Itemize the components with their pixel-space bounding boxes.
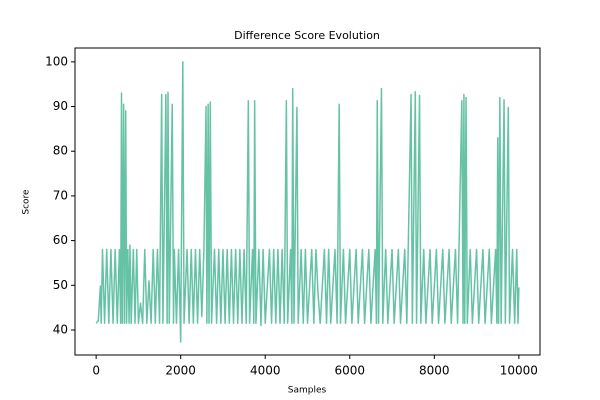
chart-title: Difference Score Evolution [234,29,380,42]
y-tick-label: 80 [53,144,68,158]
x-tick-label: 8000 [419,364,450,378]
plot-frame [74,47,541,356]
x-tick-label: 2000 [165,364,196,378]
y-axis-label: Score [22,189,32,215]
y-tick-label: 70 [53,188,68,202]
x-axis-label: Samples [288,386,327,396]
y-tick-label: 40 [53,322,68,336]
x-tick-label: 10000 [500,364,538,378]
y-tick-label: 100 [45,54,68,68]
data-line [95,61,520,343]
x-tick-label: 0 [92,364,100,378]
y-tick-label: 60 [53,233,68,247]
x-tick-label: 6000 [334,364,365,378]
x-tick-label: 4000 [250,364,281,378]
y-tick-label: 90 [53,99,68,113]
y-tick-label: 50 [53,278,68,292]
